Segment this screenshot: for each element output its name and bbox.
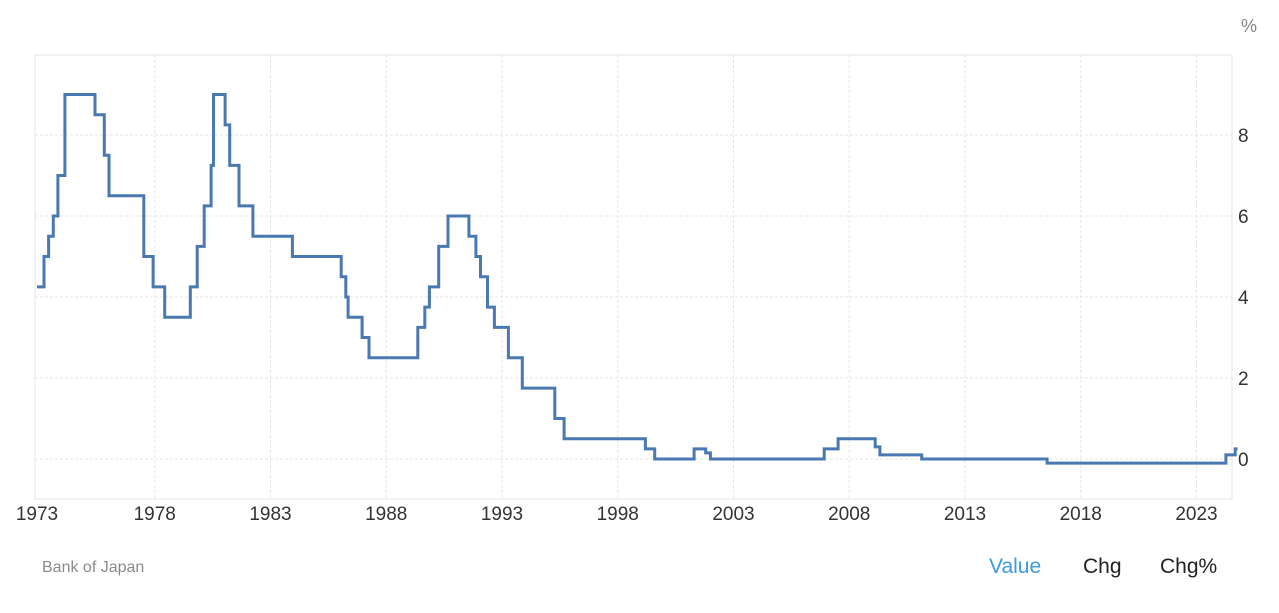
chart-area: 0 2 4 6 8 1973 1978 1983 1988 1993 1998 2003 2008 20…	[16, 16, 1257, 525]
x-tick-label: 2018	[1060, 504, 1102, 525]
tab-chg[interactable]: Chg	[1083, 555, 1122, 578]
x-tick-label: 2013	[944, 504, 986, 525]
interest-rate-line[interactable]	[37, 93, 1238, 465]
y-axis-unit-label: %	[1241, 16, 1257, 36]
x-tick-label: 1983	[249, 504, 291, 525]
y-tick-label: 6	[1238, 207, 1249, 228]
x-tick-label: 1978	[134, 504, 176, 525]
y-tick-label: 2	[1238, 369, 1249, 390]
source-label: Bank of Japan	[42, 559, 145, 576]
x-tick-label: 1973	[16, 504, 58, 525]
plot-frame	[34, 54, 1233, 500]
view-tabs: Value Chg Chg%	[0, 555, 1279, 583]
x-tick-label: 1993	[481, 504, 523, 525]
x-tick-label: 1998	[597, 504, 639, 525]
x-tick-label: 2003	[712, 504, 754, 525]
y-tick-label: 4	[1238, 288, 1249, 309]
y-tick-label: 8	[1238, 126, 1249, 147]
x-tick-label: 1988	[365, 504, 407, 525]
tab-value[interactable]: Value	[989, 555, 1042, 578]
tab-chg-percent[interactable]: Chg%	[1160, 555, 1218, 578]
x-tick-label: 2023	[1175, 504, 1217, 525]
y-axis-ticks: 0 2 4 6 8	[1238, 126, 1249, 471]
x-tick-label: 2008	[828, 504, 870, 525]
y-tick-label: 0	[1238, 450, 1249, 471]
x-axis-ticks: 1973 1978 1983 1988 1993 1998 2003 2008 2013 2018…	[16, 504, 1218, 525]
